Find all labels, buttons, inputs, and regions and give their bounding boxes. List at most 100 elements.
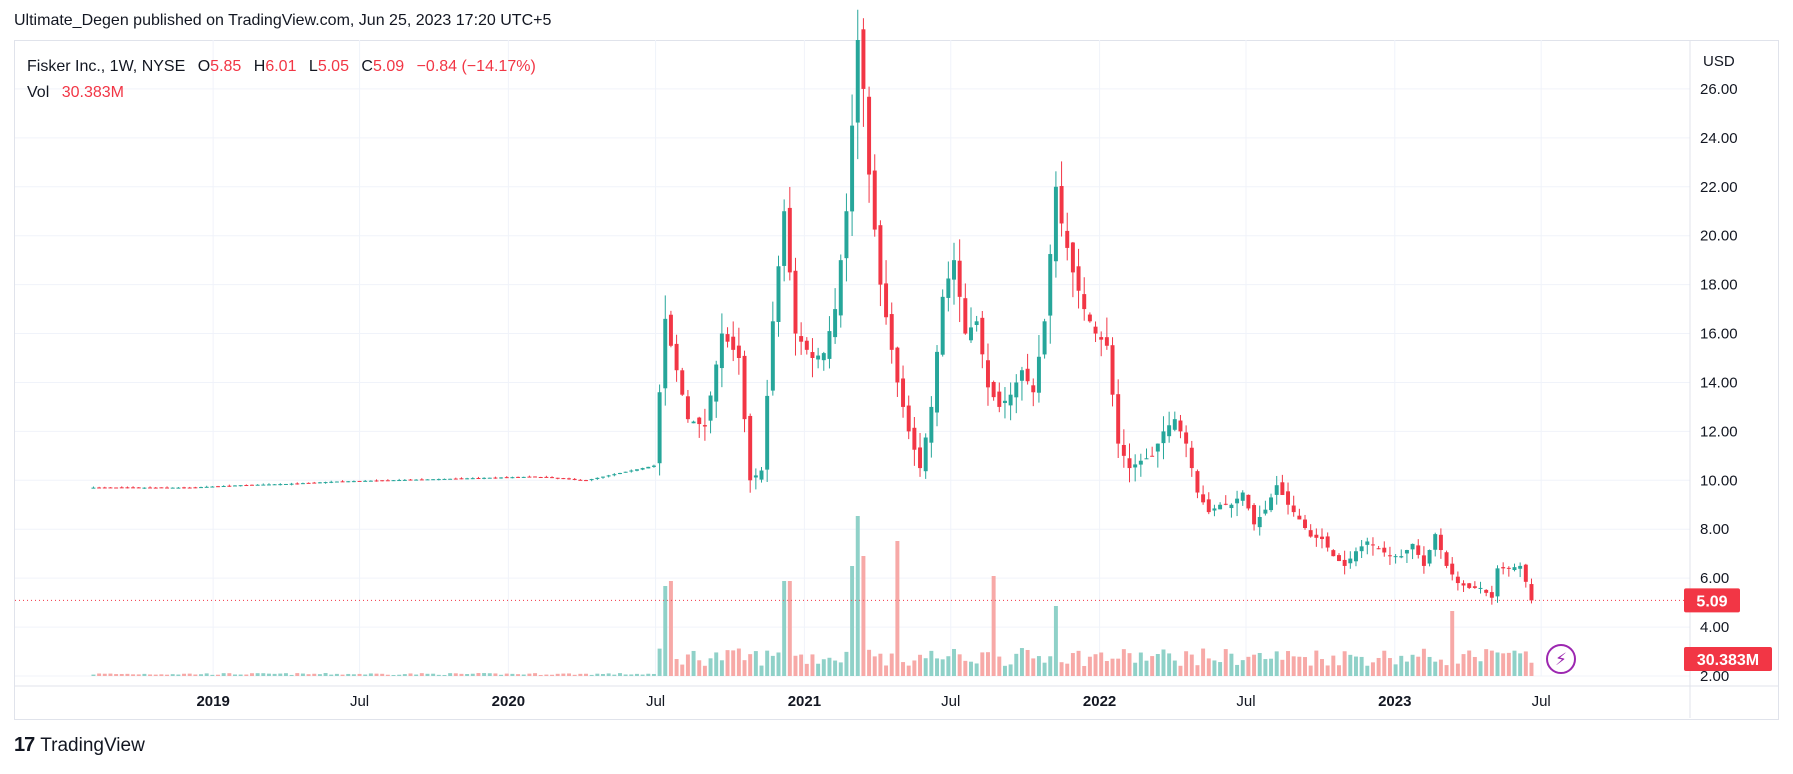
last-price-tag [1684, 588, 1740, 613]
volume-bar [1076, 650, 1081, 676]
volume-bar [1461, 654, 1466, 676]
y-tick-label: 12.00 [1700, 423, 1738, 440]
candle-body [1127, 458, 1132, 469]
symbol-label[interactable]: Fisker Inc., 1W, NYSE [27, 58, 186, 75]
candle-body [657, 392, 662, 464]
volume-bar [510, 673, 515, 676]
x-tick-label: Jul [941, 693, 960, 710]
volume-bar [249, 673, 254, 676]
candle-body [380, 480, 385, 482]
volume-bar [697, 660, 702, 676]
volume-bar [436, 674, 441, 676]
volume-bar [272, 673, 277, 676]
candle-body [668, 314, 673, 346]
volume-bar [295, 673, 300, 676]
candle-body [1529, 584, 1534, 601]
volume-bar [1467, 650, 1472, 676]
y-tick-label: 24.00 [1700, 130, 1738, 147]
volume-bar [334, 673, 339, 676]
volume-bar [584, 673, 588, 676]
candle-body [351, 481, 356, 483]
candle-body [884, 283, 889, 318]
volume-bar [1082, 665, 1087, 676]
tradingview-logo-icon[interactable]: 17 [14, 734, 35, 756]
volume-bar [533, 673, 538, 676]
volume-bar [476, 673, 481, 676]
candle-body [431, 479, 436, 481]
candle-body [980, 317, 985, 355]
candle-body [357, 480, 362, 482]
volume-bar [448, 673, 453, 676]
volume-bar [629, 674, 634, 676]
candle-body [340, 481, 345, 483]
candle-body [1286, 491, 1291, 505]
volume-bar [969, 661, 973, 676]
volume-bar [1138, 652, 1143, 676]
candle-body [1150, 455, 1155, 457]
candle-body [901, 378, 906, 407]
volume-bar [114, 674, 119, 676]
candle-body [1235, 498, 1240, 504]
candle-body [952, 260, 956, 280]
volume-bar [714, 652, 719, 676]
candle-body [595, 477, 600, 479]
candle-body [504, 477, 509, 479]
candle-body [1257, 517, 1262, 528]
candle-body [969, 327, 973, 341]
candle-body [850, 125, 855, 212]
volume-bar [1042, 662, 1047, 676]
candle-body [1223, 503, 1228, 505]
candle-body [272, 484, 277, 486]
candle-body [816, 355, 821, 360]
volume-bar [351, 674, 356, 676]
candle-body [210, 486, 215, 488]
volume-bar [804, 663, 809, 676]
volume-bar [1178, 665, 1183, 676]
candle-body [1297, 515, 1302, 520]
candle-body [776, 266, 781, 322]
volume-bar [1257, 652, 1262, 676]
volume-bar [1110, 658, 1115, 676]
lightning-glyph-icon: ⚡ [1555, 650, 1567, 670]
candle-body [1206, 499, 1211, 513]
candle-body [1387, 555, 1392, 557]
candle-body [1036, 356, 1041, 393]
candle-body [889, 314, 894, 350]
volume-bar [776, 652, 781, 676]
candle-body [1348, 558, 1353, 564]
candle-body [1331, 550, 1336, 557]
low-value: 5.05 [317, 58, 349, 75]
close-label: C [361, 58, 373, 75]
volume-bar [1008, 664, 1013, 676]
candle-body [1042, 321, 1047, 355]
volume-bar [765, 650, 770, 676]
volume-bar [1303, 657, 1307, 676]
volume-bar [210, 674, 215, 676]
candle-body [1467, 583, 1472, 588]
volume-bar [1104, 661, 1109, 676]
volume-bar [1438, 659, 1443, 676]
candle-body [436, 479, 441, 481]
volume-bar [1172, 660, 1177, 676]
volume-bar [278, 673, 283, 676]
candles [91, 9, 1534, 605]
candle-body [946, 278, 951, 298]
volume-bar [363, 674, 368, 676]
candle-body [125, 487, 130, 489]
candle-body [278, 484, 283, 486]
volume-bar [838, 662, 843, 676]
candle-body [1404, 550, 1409, 554]
volume-bar [1133, 662, 1138, 676]
candle-body [374, 480, 379, 482]
volume-bar [148, 674, 153, 676]
candle-body [1370, 544, 1375, 546]
volume-bar [153, 674, 158, 676]
candle-body [391, 480, 396, 482]
brand-name[interactable]: TradingView [40, 734, 145, 756]
volume-bar [668, 581, 673, 676]
high-label: H [253, 58, 266, 75]
volume-bar [1252, 654, 1257, 676]
candle-body [187, 487, 192, 489]
candle-body [1320, 536, 1324, 540]
